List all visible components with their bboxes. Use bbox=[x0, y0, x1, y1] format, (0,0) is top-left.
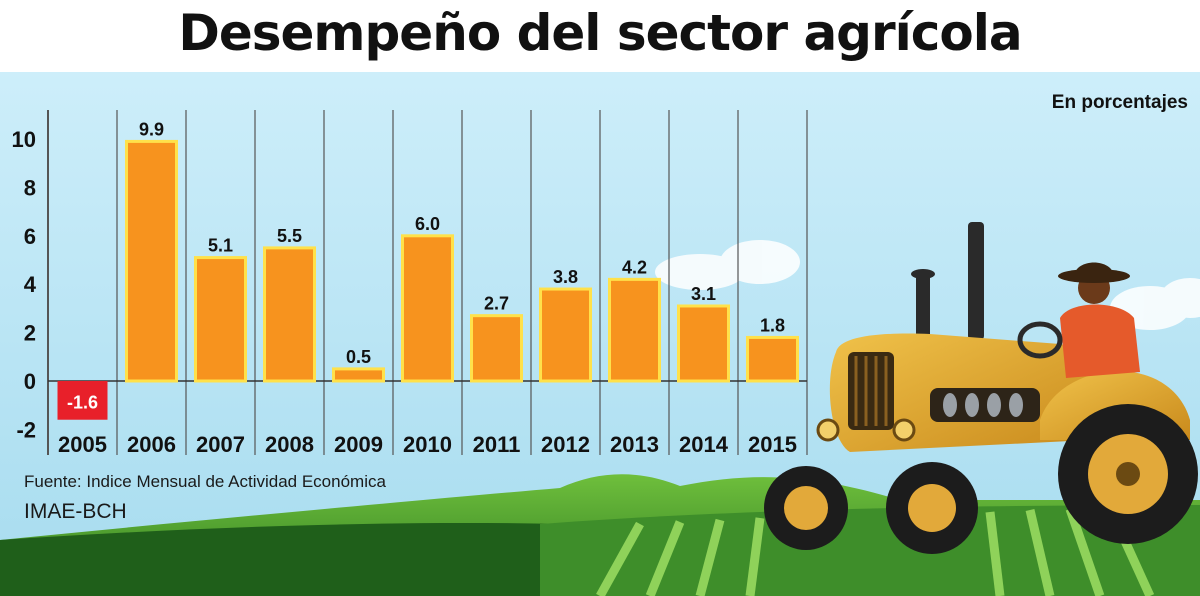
x-tick-label: 2011 bbox=[473, 432, 521, 457]
value-label: 9.9 bbox=[139, 119, 164, 139]
x-tick-label: 2007 bbox=[196, 432, 245, 457]
y-tick-label: -2 bbox=[16, 417, 36, 442]
bar-2015 bbox=[746, 335, 799, 383]
y-axis: 10 8 6 4 2 0 -2 bbox=[12, 127, 37, 442]
x-tick-label: 2009 bbox=[334, 432, 383, 457]
x-tick-label: 2008 bbox=[265, 432, 314, 457]
value-label: 3.1 bbox=[691, 284, 716, 304]
bar-2007 bbox=[194, 256, 247, 383]
bar-2013 bbox=[608, 277, 661, 383]
value-label: 5.1 bbox=[208, 236, 233, 256]
x-tick-label: 2013 bbox=[610, 432, 659, 457]
y-tick-label: 6 bbox=[24, 224, 36, 249]
bar-2010 bbox=[401, 234, 454, 383]
field-dark bbox=[0, 522, 560, 596]
bar-2011 bbox=[470, 314, 523, 383]
x-tick-label: 2010 bbox=[403, 432, 452, 457]
value-label: -1.6 bbox=[67, 392, 98, 412]
crop-rows bbox=[596, 506, 1155, 596]
bars bbox=[57, 139, 799, 420]
value-labels: -1.6 9.9 5.1 5.5 0.5 6.0 2.7 3.8 4.2 3.1 1.8 bbox=[67, 119, 785, 412]
y-tick-label: 8 bbox=[24, 175, 36, 200]
y-tick-label: 0 bbox=[24, 369, 36, 394]
clouds bbox=[655, 240, 1200, 330]
value-label: 0.5 bbox=[346, 347, 371, 367]
bar-2008 bbox=[263, 246, 316, 383]
bar-2012 bbox=[539, 287, 592, 383]
value-label: 3.8 bbox=[553, 267, 578, 287]
bar-2014 bbox=[677, 304, 730, 383]
chart-title: Desempeño del sector agrícola bbox=[178, 4, 1022, 62]
value-label: 5.5 bbox=[277, 226, 302, 246]
bar-2005 bbox=[57, 381, 108, 420]
bar-2009 bbox=[332, 367, 385, 383]
y-tick-label: 10 bbox=[12, 127, 36, 152]
x-tick-label: 2006 bbox=[127, 432, 176, 457]
x-tick-label: 2015 bbox=[748, 432, 797, 457]
unit-note: En porcentajes bbox=[1051, 92, 1188, 113]
tractor-illustration bbox=[764, 222, 1198, 554]
value-label: 1.8 bbox=[760, 315, 785, 335]
value-label: 2.7 bbox=[484, 294, 509, 314]
bar-2006 bbox=[125, 139, 178, 383]
value-label: 6.0 bbox=[415, 214, 440, 234]
y-tick-label: 4 bbox=[24, 272, 37, 297]
x-tick-label: 2005 bbox=[58, 432, 107, 457]
x-axis: 2005 2006 2007 2008 2009 2010 2011 2012 2013 2014… bbox=[58, 432, 797, 457]
bar-chart: 10 8 6 4 2 0 -2 -1.6 9.9 5.1 5.5 0.5 6.0 2.7 3.8 4.2 3.… bbox=[12, 110, 808, 457]
x-tick-label: 2012 bbox=[541, 432, 590, 457]
source-org: IMAE-BCH bbox=[24, 500, 127, 523]
value-label: 4.2 bbox=[622, 257, 647, 277]
source-line: Fuente: Indice Mensual de Actividad Econ… bbox=[24, 472, 386, 491]
y-tick-label: 2 bbox=[24, 321, 36, 346]
x-tick-label: 2014 bbox=[679, 432, 729, 457]
